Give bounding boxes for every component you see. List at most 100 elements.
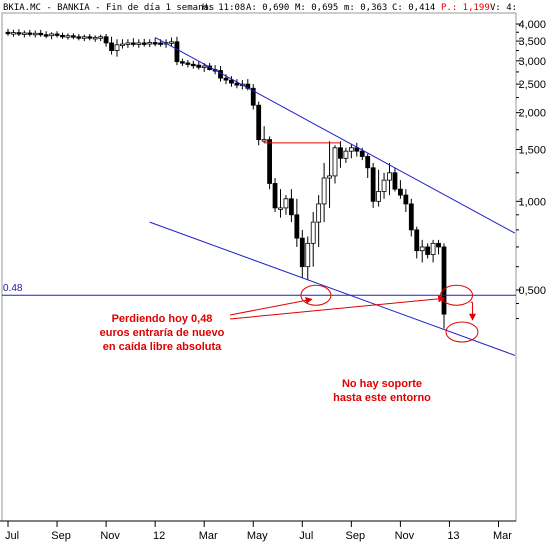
candle-body — [38, 32, 44, 36]
x-tick-label: Mar — [199, 530, 218, 542]
candle-body — [256, 104, 262, 141]
candle — [278, 189, 283, 218]
candle — [408, 198, 414, 237]
candle-body — [92, 37, 98, 40]
candle — [441, 243, 447, 329]
x-tick-label: Nov — [395, 530, 415, 542]
annotation-text-1-line: Perdiendo hoy 0,48 — [112, 313, 213, 325]
candle — [338, 141, 343, 168]
candle-body — [120, 43, 125, 46]
candle — [65, 33, 71, 40]
candle — [354, 142, 360, 157]
candle — [114, 39, 120, 57]
candle-body — [196, 64, 202, 68]
y-tick-label: 2,500 — [518, 79, 546, 91]
header-stat-a: A: 0,690 — [246, 3, 289, 13]
chart-header: BKIA.MC - BANKIA - Fin de día 1 semanas … — [3, 3, 517, 13]
candle — [321, 162, 327, 223]
candle-body — [419, 246, 425, 252]
candle-body — [130, 42, 136, 45]
y-tick-label: 1,500 — [518, 144, 546, 156]
candle — [179, 58, 185, 67]
y-tick-label: 0,500 — [518, 285, 546, 297]
candle-body — [294, 214, 300, 239]
candle-body — [305, 242, 311, 268]
candle-body — [87, 36, 93, 39]
candle — [288, 189, 294, 223]
candle-body — [234, 82, 240, 86]
candle — [81, 34, 87, 42]
candle — [87, 33, 93, 41]
candle-body — [261, 139, 267, 142]
candle-body — [16, 32, 22, 35]
candle — [267, 136, 273, 190]
candle-body — [299, 237, 305, 268]
candle — [120, 39, 125, 49]
candle-body — [408, 203, 414, 231]
price-level-label: 0.48 — [3, 283, 23, 294]
annotation-text-2: No hay soporte hasta este entorno — [333, 378, 431, 404]
candle — [27, 29, 33, 37]
candle — [365, 153, 371, 179]
candle-body — [310, 221, 316, 244]
candle-body — [185, 62, 191, 65]
header-stat-m: M: 0,695 — [295, 3, 338, 13]
candle-body — [387, 172, 392, 181]
arrow-to-circle-1 — [229, 296, 313, 316]
candle-body — [190, 63, 196, 67]
x-tick-label: 13 — [447, 530, 459, 542]
candle — [16, 29, 22, 37]
candle-body — [201, 65, 207, 68]
y-tick-label: 3,000 — [518, 56, 546, 68]
x-tick-label: Nov — [100, 530, 120, 542]
candle — [169, 37, 174, 47]
candle — [250, 84, 256, 110]
candle-body — [158, 42, 164, 45]
candle-body — [32, 32, 38, 36]
x-tick-label: 12 — [153, 530, 165, 542]
y-axis: 4,000 3,500 3,000 2,500 2,000 1,500 1,000 0,500 — [516, 19, 546, 320]
candle-body — [125, 42, 131, 45]
annotation-text-1-line: euros entraría de nuevo — [100, 327, 225, 339]
x-axis: Jul Sep Nov 12 Mar May Jul Sep Nov 13 Mar — [5, 521, 512, 542]
candle-body — [179, 61, 185, 64]
highlight-circle — [445, 321, 479, 343]
candle-body — [81, 36, 87, 39]
candle — [305, 236, 311, 281]
candle — [310, 211, 316, 267]
candle-body — [425, 246, 431, 255]
candle-body — [147, 42, 153, 45]
candle-body — [381, 179, 387, 192]
candle — [71, 33, 76, 40]
x-tick-label: Sep — [346, 530, 366, 542]
candle-body — [338, 147, 343, 159]
candle-body — [272, 183, 278, 209]
candle-body — [109, 42, 114, 51]
candle-body — [376, 191, 382, 202]
candle-body — [174, 41, 180, 63]
candle-body — [11, 32, 16, 35]
candle — [147, 39, 153, 48]
candle — [32, 30, 38, 38]
candle-body — [327, 175, 332, 179]
candle — [5, 28, 11, 36]
candle-body — [348, 147, 354, 152]
candle — [130, 38, 136, 47]
candle-body — [49, 33, 54, 37]
annotation-text-1-line: en caída libre absoluta — [103, 341, 222, 353]
candle-body — [414, 229, 420, 252]
candle — [370, 162, 376, 208]
candle — [425, 243, 431, 259]
candle — [109, 36, 114, 55]
candle — [348, 144, 354, 159]
candle — [141, 38, 147, 47]
candle-body — [370, 167, 376, 202]
candle — [98, 34, 104, 42]
candle — [343, 147, 349, 163]
resistance-trend-line — [154, 37, 516, 234]
y-tick-label: 2,000 — [518, 108, 546, 120]
candle-body — [267, 139, 273, 184]
candle — [419, 239, 425, 263]
candle — [21, 30, 27, 38]
